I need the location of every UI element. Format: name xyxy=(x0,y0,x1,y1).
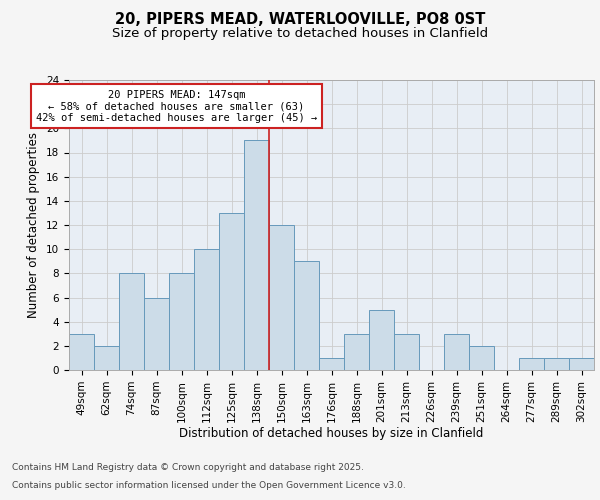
Text: Size of property relative to detached houses in Clanfield: Size of property relative to detached ho… xyxy=(112,28,488,40)
Bar xyxy=(69,334,94,370)
Bar xyxy=(394,334,419,370)
Bar xyxy=(244,140,269,370)
Text: 20, PIPERS MEAD, WATERLOOVILLE, PO8 0ST: 20, PIPERS MEAD, WATERLOOVILLE, PO8 0ST xyxy=(115,12,485,28)
Bar xyxy=(369,310,394,370)
Bar xyxy=(444,334,469,370)
Bar xyxy=(344,334,369,370)
Bar xyxy=(194,249,219,370)
X-axis label: Distribution of detached houses by size in Clanfield: Distribution of detached houses by size … xyxy=(179,428,484,440)
Bar xyxy=(219,213,244,370)
Text: Contains public sector information licensed under the Open Government Licence v3: Contains public sector information licen… xyxy=(12,481,406,490)
Bar xyxy=(144,298,169,370)
Bar xyxy=(319,358,344,370)
Bar xyxy=(269,225,294,370)
Bar xyxy=(544,358,569,370)
Bar xyxy=(519,358,544,370)
Bar xyxy=(94,346,119,370)
Text: 20 PIPERS MEAD: 147sqm
← 58% of detached houses are smaller (63)
42% of semi-det: 20 PIPERS MEAD: 147sqm ← 58% of detached… xyxy=(36,90,317,123)
Bar xyxy=(119,274,144,370)
Bar xyxy=(469,346,494,370)
Y-axis label: Number of detached properties: Number of detached properties xyxy=(28,132,40,318)
Text: Contains HM Land Registry data © Crown copyright and database right 2025.: Contains HM Land Registry data © Crown c… xyxy=(12,464,364,472)
Bar xyxy=(294,261,319,370)
Bar xyxy=(569,358,594,370)
Bar xyxy=(169,274,194,370)
